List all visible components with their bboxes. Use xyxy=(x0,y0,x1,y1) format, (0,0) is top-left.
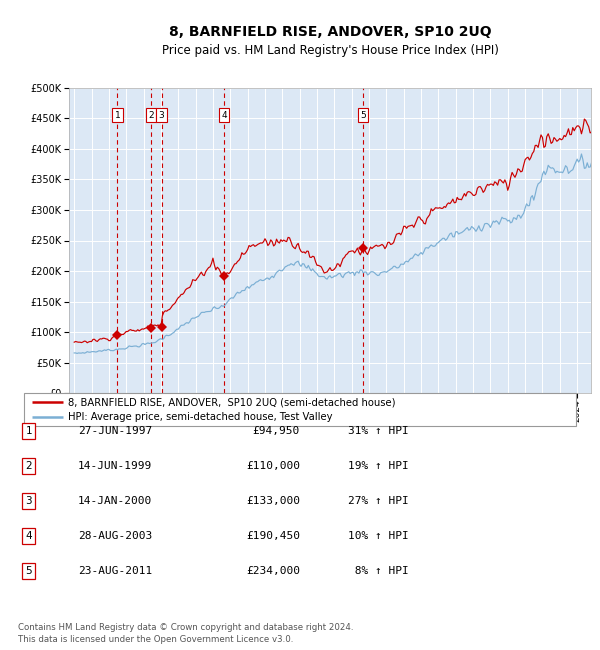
Text: 27-JUN-1997: 27-JUN-1997 xyxy=(78,426,152,436)
Text: 10% ↑ HPI: 10% ↑ HPI xyxy=(348,531,409,541)
Text: 3: 3 xyxy=(159,111,164,120)
Text: £133,000: £133,000 xyxy=(246,496,300,506)
Text: 2: 2 xyxy=(149,111,154,120)
Text: HPI: Average price, semi-detached house, Test Valley: HPI: Average price, semi-detached house,… xyxy=(68,412,332,422)
Text: 1: 1 xyxy=(25,426,32,436)
Text: 31% ↑ HPI: 31% ↑ HPI xyxy=(348,426,409,436)
Text: 28-AUG-2003: 28-AUG-2003 xyxy=(78,531,152,541)
Text: £110,000: £110,000 xyxy=(246,461,300,471)
Text: Price paid vs. HM Land Registry's House Price Index (HPI): Price paid vs. HM Land Registry's House … xyxy=(161,44,499,57)
Text: 4: 4 xyxy=(25,531,32,541)
Text: 2: 2 xyxy=(25,461,32,471)
Text: 5: 5 xyxy=(360,111,366,120)
Text: 23-AUG-2011: 23-AUG-2011 xyxy=(78,566,152,577)
Text: Contains HM Land Registry data © Crown copyright and database right 2024.: Contains HM Land Registry data © Crown c… xyxy=(18,623,353,632)
Text: 3: 3 xyxy=(25,496,32,506)
Text: 8% ↑ HPI: 8% ↑ HPI xyxy=(348,566,409,577)
FancyBboxPatch shape xyxy=(24,393,576,426)
Text: £234,000: £234,000 xyxy=(246,566,300,577)
Text: 14-JUN-1999: 14-JUN-1999 xyxy=(78,461,152,471)
Text: £94,950: £94,950 xyxy=(253,426,300,436)
Text: 4: 4 xyxy=(221,111,227,120)
Text: £190,450: £190,450 xyxy=(246,531,300,541)
Text: 14-JAN-2000: 14-JAN-2000 xyxy=(78,496,152,506)
Text: 1: 1 xyxy=(115,111,120,120)
Text: 8, BARNFIELD RISE, ANDOVER, SP10 2UQ: 8, BARNFIELD RISE, ANDOVER, SP10 2UQ xyxy=(169,25,491,39)
Text: 5: 5 xyxy=(25,566,32,577)
Text: 27% ↑ HPI: 27% ↑ HPI xyxy=(348,496,409,506)
Text: 19% ↑ HPI: 19% ↑ HPI xyxy=(348,461,409,471)
Text: This data is licensed under the Open Government Licence v3.0.: This data is licensed under the Open Gov… xyxy=(18,634,293,644)
Text: 8, BARNFIELD RISE, ANDOVER,  SP10 2UQ (semi-detached house): 8, BARNFIELD RISE, ANDOVER, SP10 2UQ (se… xyxy=(68,397,395,407)
